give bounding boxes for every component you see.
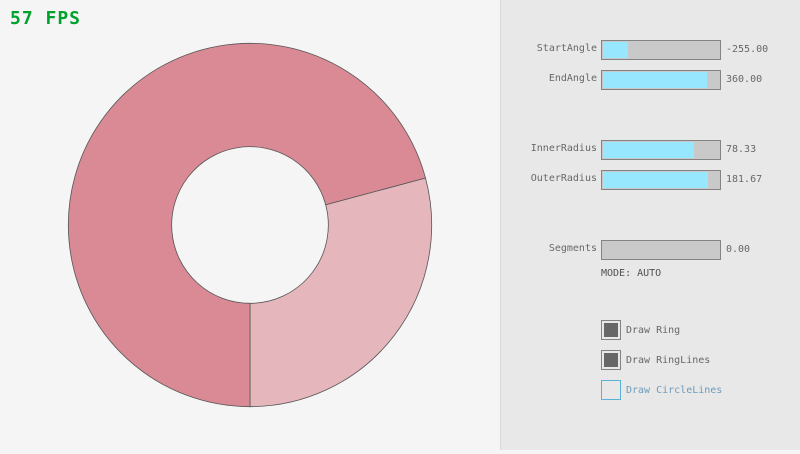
slider-fill <box>603 72 708 88</box>
checkbox-box[interactable] <box>601 350 621 370</box>
check-mark-icon <box>604 323 618 337</box>
slider-fill <box>603 142 694 158</box>
checkbox-draw-ring[interactable]: Draw Ring <box>601 320 800 340</box>
controls-panel: StartAngle -255.00 EndAngle 360.00 Inner… <box>500 0 800 450</box>
outer-radius-slider[interactable] <box>601 170 721 190</box>
checkbox-draw-circle-lines[interactable]: Draw CircleLines <box>601 380 800 400</box>
slider-label: Segments <box>548 243 597 254</box>
ring-segment-overlap <box>67 42 426 408</box>
slider-segments: Segments 0.00 <box>501 240 800 260</box>
segments-slider[interactable] <box>601 240 721 260</box>
fps-counter: 57 FPS <box>10 8 82 29</box>
slider-value: 0.00 <box>726 244 751 255</box>
ring-segment-single <box>249 177 433 408</box>
inner-radius-slider[interactable] <box>601 140 721 160</box>
slider-value: -255.00 <box>726 44 769 55</box>
slider-inner-radius: InnerRadius 78.33 <box>501 140 800 160</box>
slider-fill <box>603 172 709 188</box>
slider-label: InnerRadius <box>530 143 597 154</box>
slider-value: 360.00 <box>726 74 763 85</box>
slider-fill <box>603 42 629 58</box>
slider-label: EndAngle <box>548 73 597 84</box>
slider-outer-radius: OuterRadius 181.67 <box>501 170 800 190</box>
slider-value: 78.33 <box>726 144 757 155</box>
end-angle-slider[interactable] <box>601 70 721 90</box>
ring-shape <box>67 42 433 408</box>
checkbox-label: Draw Ring <box>626 324 681 336</box>
checkbox-label: Draw RingLines <box>626 354 711 366</box>
slider-value: 181.67 <box>726 174 763 185</box>
start-angle-slider[interactable] <box>601 40 721 60</box>
checkbox-draw-ring-lines[interactable]: Draw RingLines <box>601 350 800 370</box>
check-mark-icon <box>604 353 618 367</box>
checkbox-label: Draw CircleLines <box>626 384 723 396</box>
slider-end-angle: EndAngle 360.00 <box>501 70 800 90</box>
mode-label: MODE: AUTO <box>601 268 662 279</box>
slider-label: OuterRadius <box>530 173 597 184</box>
checkbox-box[interactable] <box>601 380 621 400</box>
render-canvas: 57 FPS <box>10 8 433 408</box>
checkbox-box[interactable] <box>601 320 621 340</box>
slider-start-angle: StartAngle -255.00 <box>501 40 800 60</box>
slider-label: StartAngle <box>536 43 597 54</box>
